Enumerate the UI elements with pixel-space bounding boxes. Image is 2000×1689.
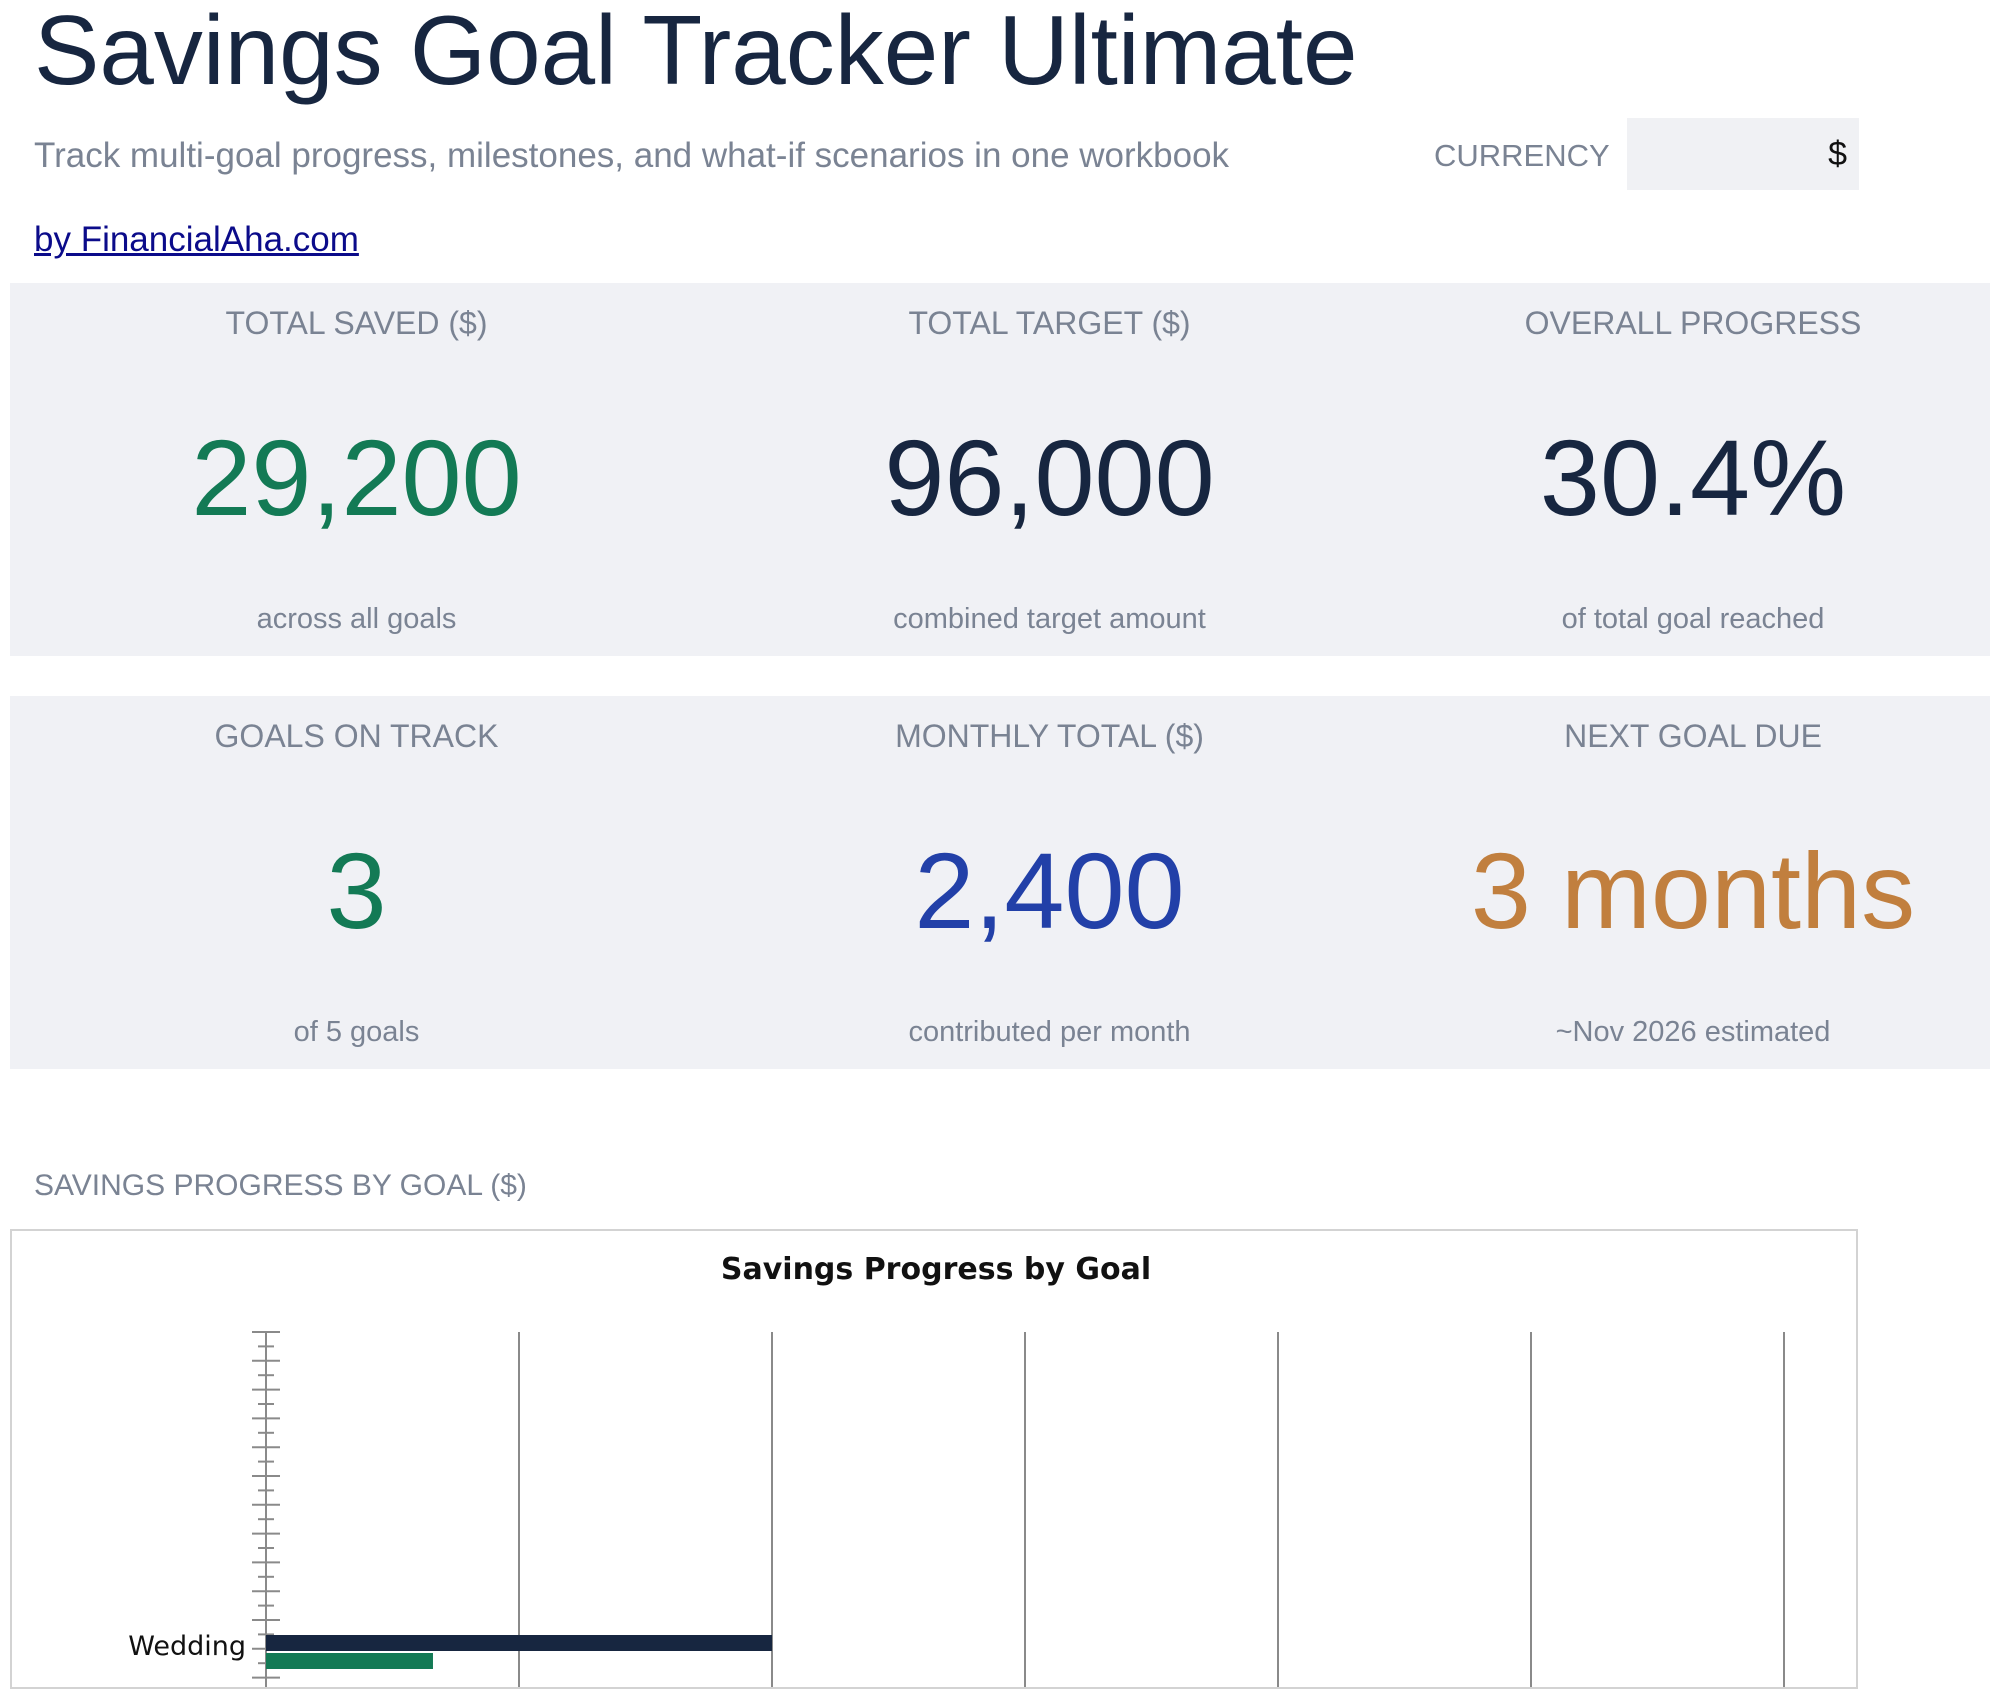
chart-section-title: SAVINGS PROGRESS BY GOAL ($) (34, 1169, 527, 1202)
category-label: Wedding (128, 1631, 246, 1662)
currency-input[interactable]: $ (1627, 118, 1859, 190)
currency-label: CURRENCY (1434, 138, 1610, 173)
kpi-value: 30.4% (1539, 417, 1847, 538)
page-subtitle: Track multi-goal progress, milestones, a… (34, 136, 1230, 175)
kpi-card-overall-progress: OVERALL PROGRESS 30.4% of total goal rea… (1396, 283, 1990, 656)
kpi-label: MONTHLY TOTAL ($) (895, 718, 1204, 754)
page-title: Savings Goal Tracker Ultimate (34, 0, 1358, 105)
chart-title: Savings Progress by Goal (721, 1252, 1151, 1287)
kpi-value: 3 months (1470, 830, 1916, 951)
bar-wedding-series-0 (266, 1635, 772, 1651)
kpi-card-total-target: TOTAL TARGET ($) 96,000 combined target … (703, 283, 1396, 656)
kpi-label: TOTAL TARGET ($) (908, 305, 1191, 341)
kpi-subtext: of total goal reached (1561, 603, 1825, 635)
kpi-value: 3 (326, 830, 387, 951)
kpi-subtext: ~Nov 2026 estimated (1555, 1016, 1831, 1048)
kpi-card-total-saved: TOTAL SAVED ($) 29,200 across all goals (10, 283, 703, 656)
kpi-panel-summary: TOTAL SAVED ($) 29,200 across all goals … (10, 283, 1990, 656)
kpi-subtext: across all goals (256, 603, 457, 635)
kpi-card-goals-on-track: GOALS ON TRACK 3 of 5 goals (10, 696, 703, 1069)
kpi-label: TOTAL SAVED ($) (225, 305, 488, 341)
savings-progress-chart: Savings Progress by Goal Wedding (128, 1252, 1785, 1687)
kpi-value: 96,000 (884, 417, 1215, 538)
kpi-subtext: contributed per month (908, 1016, 1191, 1048)
kpi-card-next-goal-due: NEXT GOAL DUE 3 months ~Nov 2026 estimat… (1396, 696, 1990, 1069)
chart-object[interactable]: Savings Progress by Goal Wedding (10, 1229, 1858, 1689)
kpi-subtext: of 5 goals (293, 1016, 420, 1048)
kpi-card-monthly-total: MONTHLY TOTAL ($) 2,400 contributed per … (703, 696, 1396, 1069)
kpi-value: 29,200 (191, 417, 522, 538)
byline-link[interactable]: by FinancialAha.com (34, 220, 359, 259)
kpi-label: GOALS ON TRACK (214, 718, 499, 754)
kpi-value: 2,400 (914, 830, 1185, 951)
bar-wedding-series-1 (266, 1653, 433, 1669)
kpi-panel-status: GOALS ON TRACK 3 of 5 goals MONTHLY TOTA… (10, 696, 1990, 1069)
kpi-subtext: combined target amount (893, 603, 1206, 635)
kpi-label: OVERALL PROGRESS (1524, 305, 1862, 341)
kpi-label: NEXT GOAL DUE (1564, 718, 1822, 754)
currency-value: $ (1828, 134, 1847, 173)
